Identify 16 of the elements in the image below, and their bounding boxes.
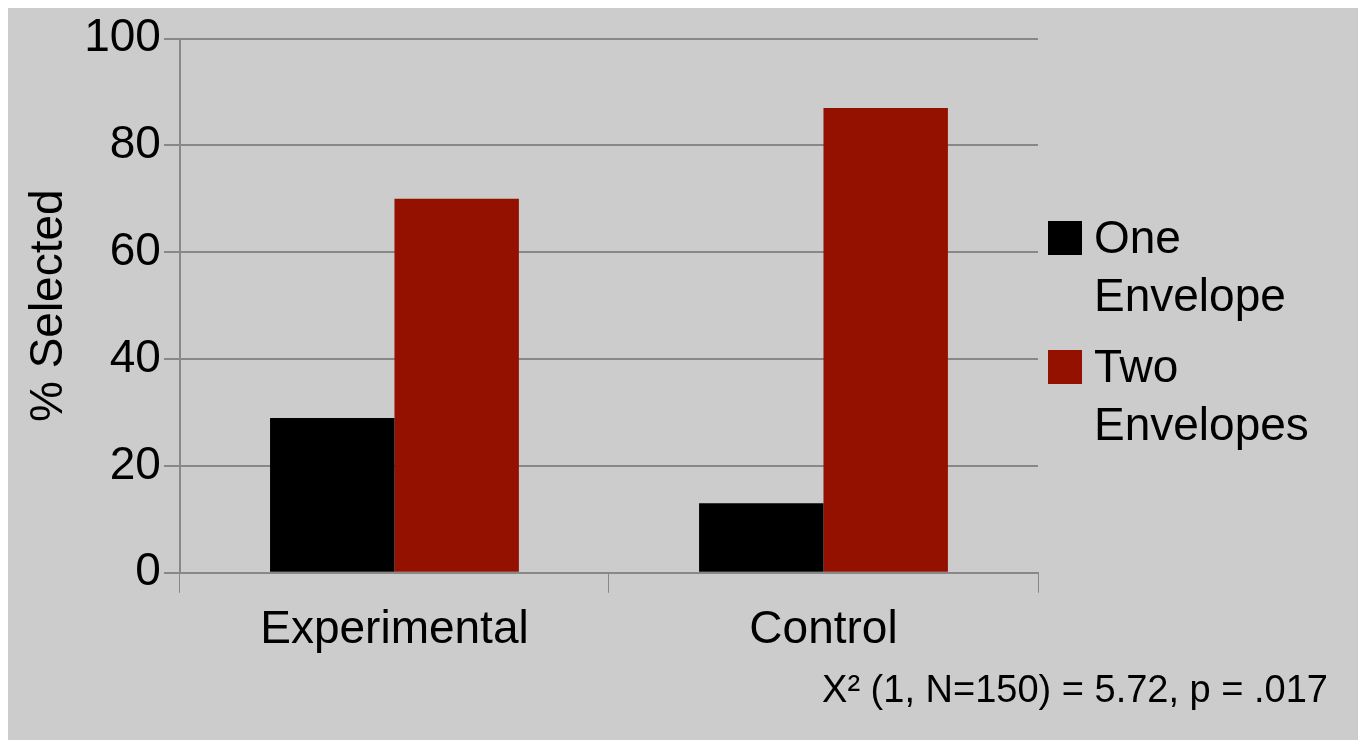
legend-label: Two Envelopes — [1094, 339, 1310, 452]
y-tick-label: 100 — [84, 9, 161, 62]
text: X² (1, N=150) = 5.72, p = .017 — [821, 668, 1329, 711]
y-tick-label: 40 — [109, 329, 161, 382]
x-tick-label: Experimental — [260, 601, 529, 654]
bar — [699, 503, 824, 572]
y-axis-title: % Selected — [20, 189, 73, 423]
legend-label: One Envelope — [1094, 210, 1287, 323]
y-tick-label: 60 — [109, 222, 161, 275]
x-tick-label: Control — [749, 601, 898, 654]
bar — [394, 198, 519, 572]
bar — [270, 417, 395, 572]
bar — [823, 108, 948, 572]
y-tick-label: 20 — [109, 436, 161, 489]
y-tick-label: 80 — [109, 116, 161, 169]
y-tick-label: 0 — [135, 543, 161, 596]
